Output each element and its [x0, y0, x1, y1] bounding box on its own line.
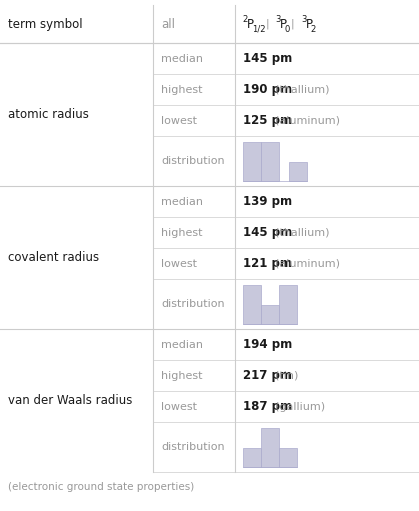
Bar — [261, 142, 279, 181]
Text: lowest: lowest — [161, 115, 197, 126]
Text: 145 pm: 145 pm — [243, 226, 292, 239]
Text: lowest: lowest — [161, 402, 197, 411]
Text: 217 pm: 217 pm — [243, 369, 292, 382]
Text: 121 pm: 121 pm — [243, 257, 292, 270]
Bar — [243, 142, 261, 181]
Text: 187 pm: 187 pm — [243, 400, 292, 413]
Bar — [279, 448, 297, 467]
Text: P: P — [279, 17, 287, 31]
Bar — [261, 428, 279, 467]
Bar — [243, 285, 261, 324]
Bar — [261, 305, 279, 324]
Text: 145 pm: 145 pm — [243, 52, 292, 65]
Text: covalent radius: covalent radius — [8, 251, 99, 264]
Text: 3: 3 — [301, 14, 306, 24]
Text: 3: 3 — [275, 14, 281, 24]
Text: median: median — [161, 197, 203, 206]
Text: (aluminum): (aluminum) — [275, 115, 341, 126]
Text: 2: 2 — [243, 14, 248, 24]
Text: 194 pm: 194 pm — [243, 338, 292, 351]
Text: median: median — [161, 54, 203, 63]
Text: |: | — [265, 19, 269, 29]
Text: (gallium): (gallium) — [275, 402, 326, 411]
Text: (thallium): (thallium) — [275, 227, 330, 238]
Text: 139 pm: 139 pm — [243, 195, 292, 208]
Text: median: median — [161, 339, 203, 350]
Text: (tin): (tin) — [275, 370, 299, 381]
Text: (thallium): (thallium) — [275, 84, 330, 95]
Text: P: P — [305, 17, 313, 31]
Text: atomic radius: atomic radius — [8, 108, 89, 121]
Text: 0: 0 — [285, 25, 290, 34]
Text: lowest: lowest — [161, 259, 197, 268]
Text: term symbol: term symbol — [8, 17, 83, 31]
Text: 125 pm: 125 pm — [243, 114, 292, 127]
Text: highest: highest — [161, 227, 202, 238]
Text: all: all — [161, 17, 175, 31]
Text: highest: highest — [161, 370, 202, 381]
Text: distribution: distribution — [161, 442, 225, 452]
Text: distribution: distribution — [161, 299, 225, 309]
Text: 2: 2 — [310, 25, 316, 34]
Text: van der Waals radius: van der Waals radius — [8, 394, 132, 407]
Text: highest: highest — [161, 84, 202, 95]
Text: P: P — [247, 17, 254, 31]
Text: |: | — [291, 19, 295, 29]
Text: 1/2: 1/2 — [252, 25, 266, 34]
Bar — [289, 161, 307, 181]
Text: distribution: distribution — [161, 156, 225, 166]
Text: (aluminum): (aluminum) — [275, 259, 341, 268]
Text: (electronic ground state properties): (electronic ground state properties) — [8, 482, 194, 492]
Bar — [243, 448, 261, 467]
Bar — [279, 285, 297, 324]
Text: 190 pm: 190 pm — [243, 83, 292, 96]
